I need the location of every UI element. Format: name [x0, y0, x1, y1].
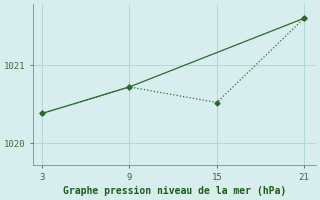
X-axis label: Graphe pression niveau de la mer (hPa): Graphe pression niveau de la mer (hPa)	[63, 186, 286, 196]
